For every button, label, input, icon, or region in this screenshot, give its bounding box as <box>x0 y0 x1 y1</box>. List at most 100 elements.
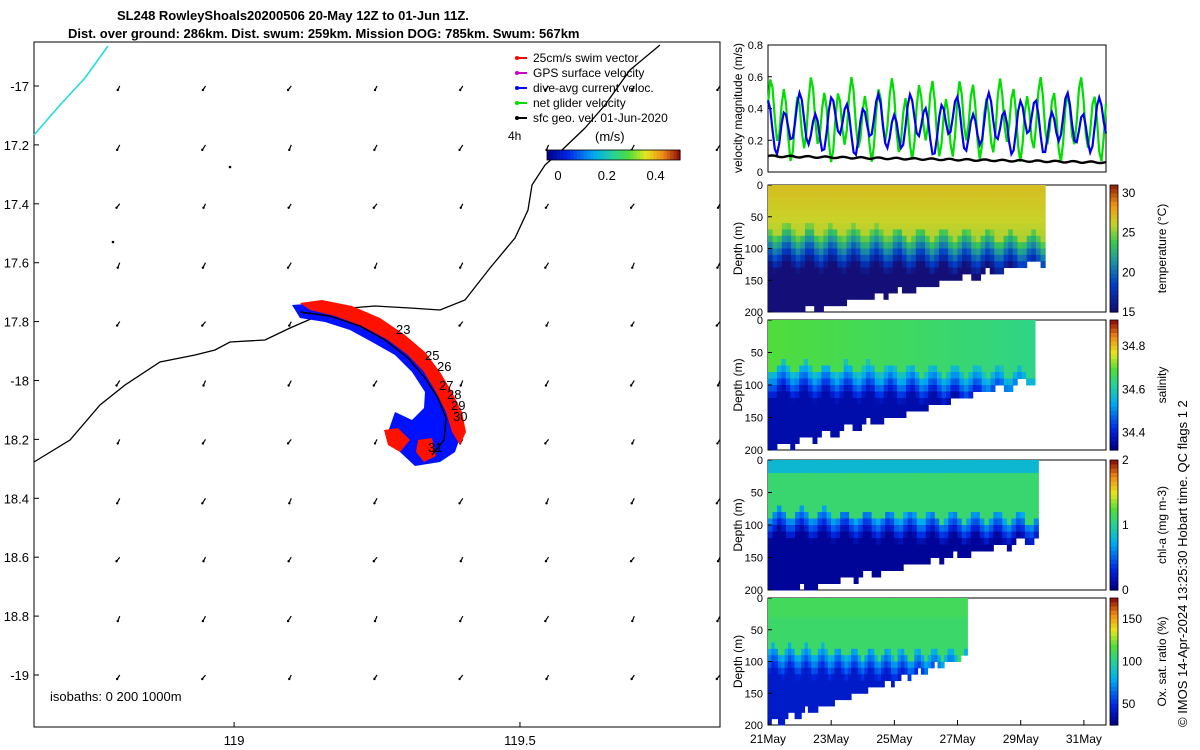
heatmap-cell <box>853 512 859 519</box>
heatmap-cell <box>924 629 929 637</box>
heatmap-cell <box>804 610 809 618</box>
heatmap-cell <box>961 492 967 500</box>
depth-tick-label: 200 <box>745 307 763 319</box>
heatmap-cell <box>941 352 947 360</box>
heatmap-cell <box>1033 531 1039 539</box>
heatmap-cell <box>952 242 958 249</box>
colorbar-segment <box>1110 240 1118 245</box>
heatmap-cell <box>888 359 894 366</box>
heatmap-cell <box>993 525 999 532</box>
heatmap-cell <box>834 385 840 392</box>
heatmap-cell <box>941 398 947 405</box>
heatmap-cell <box>946 372 951 379</box>
heatmap-cell <box>776 346 782 353</box>
heatmap-cell <box>808 479 814 487</box>
heatmap-cell <box>917 648 922 656</box>
heatmap-cell <box>841 680 845 688</box>
heatmap-cell <box>1035 248 1042 256</box>
heatmap-cell <box>835 512 841 519</box>
colorbar-segment <box>1110 473 1118 478</box>
heatmap-cell <box>1026 346 1032 353</box>
heatmap-cell <box>869 248 875 256</box>
heatmap-cell <box>912 492 918 500</box>
heatmap-cell <box>777 261 783 269</box>
colorbar-segment <box>1110 691 1118 696</box>
heatmap-cell <box>771 617 776 624</box>
heatmap-cell <box>808 404 814 412</box>
heatmap-cell <box>966 531 972 539</box>
heatmap-cell <box>799 411 805 418</box>
heatmap-cell <box>772 417 778 425</box>
heatmap-cell <box>786 267 792 275</box>
heatmap-cell <box>790 486 796 493</box>
velocity-ytick-label: 0.2 <box>748 135 763 147</box>
speed-colorbar <box>547 150 681 160</box>
heatmap-cell <box>934 466 940 474</box>
heatmap-cell <box>772 248 778 256</box>
heatmap-cell <box>972 346 978 353</box>
heatmap-cell <box>781 680 786 688</box>
heatmap-cell <box>790 417 796 425</box>
heatmap-cell <box>888 248 894 256</box>
heatmap-cell <box>831 544 837 552</box>
heatmap-cell <box>821 339 827 347</box>
heatmap-cell <box>799 557 805 565</box>
heatmap-cell <box>772 333 778 340</box>
heatmap-cell <box>892 229 898 237</box>
heatmap-cell <box>848 339 854 347</box>
heatmap-cell <box>841 185 848 192</box>
heatmap-cell <box>849 564 855 571</box>
heatmap-cell <box>1020 466 1026 474</box>
heatmap-cell <box>851 235 857 243</box>
heatmap-cell <box>1020 499 1026 506</box>
heatmap-cell <box>988 479 994 487</box>
heatmap-cell <box>768 242 774 249</box>
colorbar-segment <box>1110 206 1118 211</box>
heatmap-cell <box>851 292 857 300</box>
heatmap-cell <box>883 411 889 418</box>
heatmap-cell <box>901 352 907 360</box>
colorbar-segment <box>1110 516 1118 522</box>
heatmap-cell <box>790 411 796 418</box>
heatmap-cell <box>808 512 814 519</box>
heatmap-cell <box>923 365 929 373</box>
heatmap-cell <box>794 391 800 399</box>
geo-vel-arrowhead <box>715 324 719 327</box>
heatmap-cell <box>939 544 945 552</box>
colorbar-segment <box>1110 468 1118 474</box>
heatmap-cell <box>867 544 873 552</box>
heatmap-cell <box>938 185 945 192</box>
heatmap-cell <box>957 223 963 230</box>
heatmap-cell <box>851 223 857 230</box>
heatmap-cell <box>930 525 936 532</box>
heatmap-cell <box>878 210 884 218</box>
time-tick-label: 27May <box>940 732 976 746</box>
heatmap-cell <box>874 404 880 412</box>
heatmap-cell <box>777 712 782 720</box>
heatmap-cell <box>844 499 850 506</box>
heatmap-cell <box>777 305 783 313</box>
heatmap-cell <box>768 352 773 360</box>
heatmap-cell <box>916 525 922 532</box>
heatmap-cell <box>912 512 918 519</box>
heatmap-cell <box>874 655 879 662</box>
heatmap-cell <box>853 525 859 532</box>
colorbar-segment <box>1110 320 1118 325</box>
heatmap-cell <box>880 518 886 526</box>
heatmap-cell <box>841 204 848 211</box>
heatmap-cell <box>772 398 778 405</box>
heatmap-cell <box>786 551 792 558</box>
heatmap-cell <box>928 385 934 392</box>
heatmap-cell <box>962 242 968 249</box>
heatmap-cell <box>768 299 774 307</box>
colorbar-tick-label: 2 <box>1122 453 1129 467</box>
heatmap-cell <box>777 235 783 243</box>
heatmap-cell <box>781 191 787 199</box>
heatmap-cell <box>823 267 829 275</box>
heatmap-cell <box>934 604 939 612</box>
heatmap-cell <box>817 577 823 584</box>
heatmap-cell <box>1012 333 1018 340</box>
heatmap-cell <box>862 531 868 539</box>
heatmap-cell <box>929 242 935 249</box>
heatmap-cell <box>809 185 815 192</box>
